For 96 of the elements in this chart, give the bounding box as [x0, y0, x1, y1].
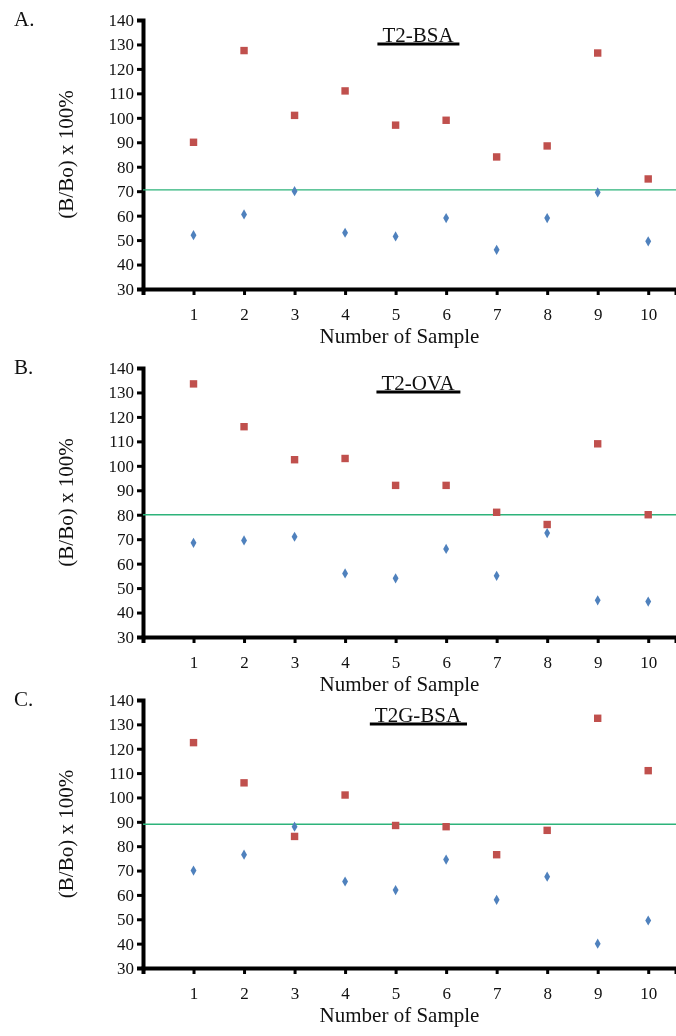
y-tick-label: 90	[117, 481, 134, 501]
y-tick-label: 70	[117, 861, 134, 881]
x-tick-label: 7	[492, 305, 502, 325]
x-tick-label: 8	[543, 984, 552, 1004]
text: C.	[14, 687, 34, 711]
y-tick-label: 80	[117, 157, 134, 177]
y-tick-label: 100	[108, 456, 134, 476]
point	[240, 779, 248, 787]
x-tick-label: 7	[492, 984, 502, 1004]
y-axis-title: (B/Bo) x 100%	[54, 90, 78, 219]
x-axis-title: Number of Sample	[319, 1003, 480, 1027]
y-tick-label: 110	[109, 84, 134, 104]
point	[543, 826, 551, 835]
y-tick-label: 130	[108, 715, 134, 735]
x-tick-label: 2	[240, 653, 249, 673]
y-tick-label: 30	[117, 279, 134, 299]
y-tick-label: 90	[117, 812, 134, 832]
x-axis-title: Number of Sample	[319, 672, 480, 696]
point	[492, 153, 501, 161]
y-tick-label: 40	[117, 934, 134, 954]
y-tick-label: 120	[108, 59, 134, 79]
y-tick-label: 70	[117, 530, 134, 550]
point	[644, 175, 652, 183]
x-tick-label: 8	[543, 305, 552, 325]
x-tick-label: 1	[189, 984, 199, 1004]
x-tick-label: 4	[341, 653, 351, 673]
y-axis-title: (B/Bo) x 100%	[54, 769, 78, 899]
y-tick-label: 40	[117, 603, 134, 623]
y-tick-label: 130	[108, 383, 134, 403]
y-tick-label: 60	[117, 885, 134, 905]
chart-title: T2-BSA	[382, 23, 455, 47]
y-tick-label: 50	[117, 579, 134, 599]
point	[189, 380, 198, 388]
point	[341, 454, 349, 463]
x-tick-label: 1	[189, 653, 199, 673]
point	[240, 422, 248, 431]
x-axis-title: Number of Sample	[319, 324, 480, 348]
x-tick-label: 3	[290, 653, 300, 673]
y-tick-label: 70	[117, 182, 134, 202]
x-tick-label: 9	[593, 305, 603, 325]
y-tick-label: 50	[117, 231, 134, 251]
y-tick-label: 100	[108, 788, 134, 808]
x-tick-label: 10	[640, 305, 658, 325]
y-tick-label: 140	[108, 690, 134, 710]
y-tick-label: 120	[108, 407, 134, 427]
x-tick-label: 6	[442, 984, 451, 1004]
x-tick-label: 4	[341, 305, 351, 325]
x-tick-label: 6	[442, 305, 451, 325]
point	[543, 520, 551, 529]
x-tick-label: 10	[640, 653, 658, 673]
y-tick-label: 80	[117, 505, 134, 525]
x-tick-label: 8	[543, 653, 552, 673]
y-tick-label: 140	[108, 10, 134, 30]
x-tick-label: 5	[391, 984, 401, 1004]
y-tick-label: 120	[108, 739, 134, 759]
x-tick-label: 4	[341, 984, 351, 1004]
point	[442, 116, 450, 124]
x-tick-label: 2	[240, 984, 249, 1004]
chart-title: T2G-BSA	[374, 703, 462, 727]
y-tick-label: 100	[108, 108, 134, 128]
point	[593, 440, 602, 448]
point	[593, 49, 602, 57]
x-tick-label: 7	[492, 653, 502, 673]
text: B.	[14, 355, 34, 379]
y-tick-label: 130	[108, 35, 134, 55]
point	[240, 46, 248, 55]
point	[442, 822, 450, 831]
y-tick-label: 110	[109, 432, 134, 452]
y-tick-label: 90	[117, 133, 134, 153]
y-tick-label: 80	[117, 837, 134, 857]
point	[442, 481, 450, 490]
text: A.	[14, 7, 35, 31]
point	[543, 142, 551, 150]
y-tick-label: 110	[109, 764, 134, 784]
y-tick-label: 40	[117, 255, 134, 275]
chart-title: T2-OVA	[381, 371, 456, 395]
y-tick-label: 140	[108, 358, 134, 378]
point	[341, 87, 349, 95]
y-tick-label: 50	[117, 910, 134, 930]
x-tick-label: 6	[442, 653, 451, 673]
y-tick-label: 60	[117, 206, 134, 226]
y-axis-title: (B/Bo) x 100%	[54, 438, 78, 567]
x-tick-label: 2	[240, 305, 249, 325]
y-tick-label: 60	[117, 554, 134, 574]
x-tick-label: 3	[290, 984, 300, 1004]
point	[391, 121, 400, 129]
x-tick-label: 9	[593, 653, 603, 673]
y-tick-label: 30	[117, 627, 134, 647]
x-tick-label: 3	[290, 305, 300, 325]
x-tick-label: 1	[189, 305, 199, 325]
x-tick-label: 5	[391, 653, 401, 673]
y-tick-label: 30	[117, 958, 134, 978]
x-tick-label: 10	[640, 984, 658, 1004]
point	[341, 791, 349, 799]
x-tick-label: 9	[593, 984, 603, 1004]
x-tick-label: 5	[391, 305, 401, 325]
